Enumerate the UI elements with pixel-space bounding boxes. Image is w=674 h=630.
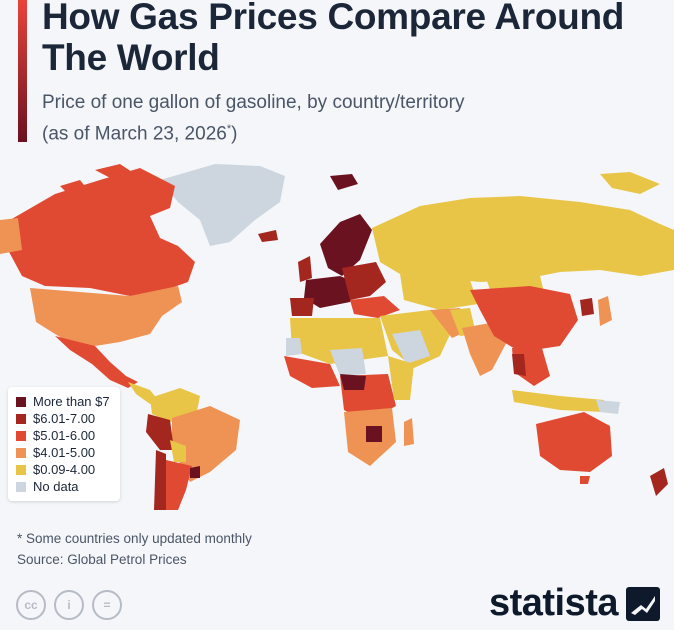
region-kazakhstan <box>400 274 478 310</box>
region-canada-islands <box>60 164 135 196</box>
legend-item: $6.01-7.00 <box>16 410 110 427</box>
legend-label: More than $7 <box>33 394 110 409</box>
license-icons: cc i = <box>16 590 130 620</box>
region-png <box>596 400 620 414</box>
legend-label: $0.09-4.00 <box>33 462 96 477</box>
region-japan <box>598 296 612 326</box>
region-canada <box>8 168 195 296</box>
chart-notes: * Some countries only updated monthly So… <box>17 528 252 570</box>
region-madagascar <box>404 418 414 446</box>
region-greenland <box>160 164 285 246</box>
region-mexico <box>55 336 138 388</box>
legend-item: $4.01-5.00 <box>16 444 110 461</box>
chart-title: How Gas Prices Compare Around The World <box>42 0 625 78</box>
creative-commons-icon[interactable]: cc <box>16 590 46 620</box>
region-china <box>470 286 578 352</box>
chart-subtitle: Price of one gallon of gasoline, by coun… <box>42 90 642 147</box>
no-derivatives-icon[interactable]: = <box>92 590 122 620</box>
region-bolivia <box>170 440 186 462</box>
region-chile <box>154 450 166 510</box>
region-korea <box>580 298 594 316</box>
region-argentina <box>166 460 192 510</box>
legend-label: $5.01-6.00 <box>33 428 96 443</box>
region-peru <box>146 414 174 450</box>
legend-swatch <box>16 430 26 441</box>
region-australia <box>536 412 612 472</box>
region-svalbard <box>330 174 358 190</box>
region-russia-east <box>600 172 660 194</box>
region-sahel <box>330 348 366 376</box>
region-usa <box>30 286 182 346</box>
legend-label: No data <box>33 479 79 494</box>
title-accent-bar <box>18 0 27 142</box>
map-legend: More than $7 $6.01-7.00 $5.01-6.00 $4.01… <box>8 387 120 501</box>
region-tasmania <box>580 476 590 484</box>
region-russia <box>372 196 674 282</box>
legend-swatch <box>16 413 26 424</box>
region-eastern-europe <box>342 262 386 300</box>
subtitle-line-2: (as of March 23, 2026*) <box>42 116 642 147</box>
legend-label: $4.01-5.00 <box>33 445 96 460</box>
subtitle-line-1: Price of one gallon of gasoline, by coun… <box>42 92 465 113</box>
region-alaska <box>0 218 22 254</box>
legend-label: $6.01-7.00 <box>33 411 96 426</box>
region-east-africa <box>388 356 414 400</box>
region-west-africa <box>284 356 340 388</box>
region-brazil <box>172 406 240 482</box>
region-iceland <box>258 230 278 242</box>
region-indonesia <box>512 390 604 412</box>
region-uruguay <box>190 466 200 478</box>
legend-swatch <box>16 464 26 475</box>
attribution-icon[interactable]: i <box>54 590 84 620</box>
region-uk <box>298 256 312 282</box>
region-scandinavia <box>320 214 372 276</box>
footnote: * Some countries only updated monthly <box>17 531 252 546</box>
region-thailand <box>512 354 526 376</box>
region-western-sahara <box>286 338 302 356</box>
brand-wordmark: statista <box>488 582 619 624</box>
legend-item: More than $7 <box>16 393 110 410</box>
legend-item: $5.01-6.00 <box>16 427 110 444</box>
legend-item: No data <box>16 478 110 495</box>
statista-logo-icon <box>626 586 660 621</box>
legend-item: $0.09-4.00 <box>16 461 110 478</box>
subtitle-date: (as of March 23, 2026 <box>42 123 227 145</box>
region-nigeria-band <box>340 374 366 390</box>
region-zimbabwe <box>366 426 382 442</box>
world-map <box>0 164 674 510</box>
region-new-zealand <box>650 468 668 496</box>
legend-swatch <box>16 447 26 458</box>
legend-swatch <box>16 396 26 407</box>
legend-swatch <box>16 481 26 492</box>
subtitle-footnote-marker: * <box>226 123 232 135</box>
region-balkans-turkey <box>350 296 400 318</box>
region-iberia <box>290 298 314 316</box>
statista-brand[interactable]: statista <box>489 582 660 625</box>
region-north-africa <box>290 318 388 364</box>
region-saudi <box>392 330 430 364</box>
subtitle-close: ) <box>231 123 238 145</box>
source-note: Source: Global Petrol Prices <box>17 552 187 567</box>
